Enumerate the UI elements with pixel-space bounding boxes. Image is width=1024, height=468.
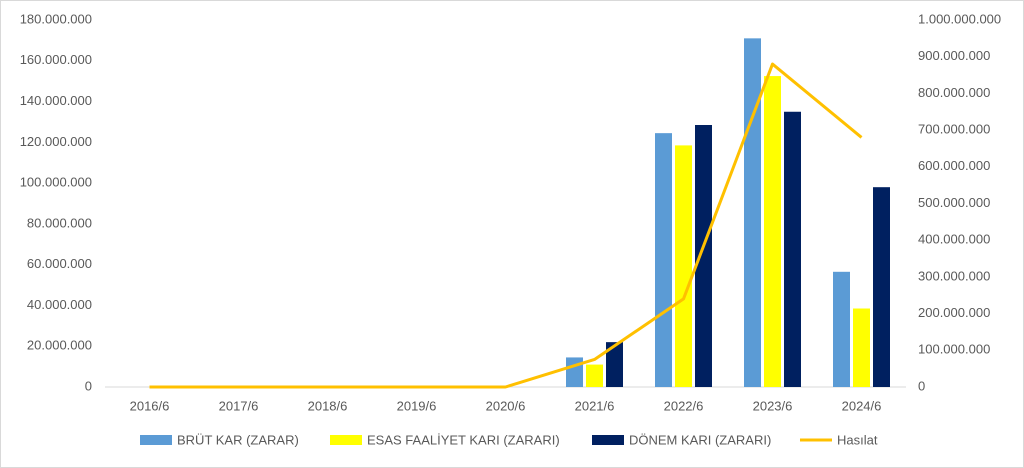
x-tick-label: 2020/6	[486, 398, 526, 413]
y2-tick-label: 600.000.000	[918, 158, 990, 173]
bar	[606, 342, 623, 387]
y2-tick-label: 200.000.000	[918, 305, 990, 320]
y2-tick-label: 500.000.000	[918, 195, 990, 210]
y-tick-label: 40.000.000	[27, 297, 92, 312]
y-tick-label: 160.000.000	[20, 52, 92, 67]
y-tick-label: 180.000.000	[20, 11, 92, 26]
legend-marker	[330, 435, 362, 445]
bar	[873, 187, 890, 387]
y2-tick-label: 300.000.000	[918, 268, 990, 283]
bar	[744, 38, 761, 387]
x-tick-label: 2021/6	[575, 398, 615, 413]
bar	[586, 364, 603, 387]
y-tick-label: 20.000.000	[27, 338, 92, 353]
y-tick-label: 80.000.000	[27, 215, 92, 230]
y2-tick-label: 700.000.000	[918, 122, 990, 137]
y2-tick-label: 800.000.000	[918, 85, 990, 100]
bar	[675, 145, 692, 387]
line	[149, 62, 863, 389]
x-tick-label: 2022/6	[664, 398, 704, 413]
y-tick-label: 60.000.000	[27, 256, 92, 271]
y2-tick-label: 900.000.000	[918, 48, 990, 63]
y2-tick-label: 100.000.000	[918, 342, 990, 357]
legend-label: DÖNEM KARI (ZARARI)	[629, 432, 771, 447]
x-tick-label: 2018/6	[308, 398, 348, 413]
legend-label: BRÜT KAR (ZARAR)	[177, 432, 299, 447]
bar	[566, 357, 583, 387]
y-tick-label: 140.000.000	[20, 93, 92, 108]
x-tick-label: 2017/6	[219, 398, 259, 413]
legend-marker	[592, 435, 624, 445]
x-tick-label: 2016/6	[130, 398, 170, 413]
legend-label: ESAS FAALİYET KARI (ZARARI)	[367, 432, 560, 447]
bar	[655, 133, 672, 387]
y-tick-label: 120.000.000	[20, 134, 92, 149]
bar	[853, 308, 870, 387]
legend-label: Hasılat	[837, 432, 878, 447]
x-tick-label: 2019/6	[397, 398, 437, 413]
y2-tick-label: 0	[918, 378, 925, 393]
x-tick-label: 2024/6	[842, 398, 882, 413]
x-tick-label: 2023/6	[753, 398, 793, 413]
legend-marker	[140, 435, 172, 445]
y-tick-label: 100.000.000	[20, 175, 92, 190]
bar	[833, 271, 850, 387]
bar	[784, 111, 801, 387]
y2-tick-label: 1.000.000.000	[918, 11, 1001, 26]
y2-tick-label: 400.000.000	[918, 232, 990, 247]
bar	[695, 125, 712, 387]
y-tick-label: 0	[85, 378, 92, 393]
bar	[764, 76, 781, 387]
